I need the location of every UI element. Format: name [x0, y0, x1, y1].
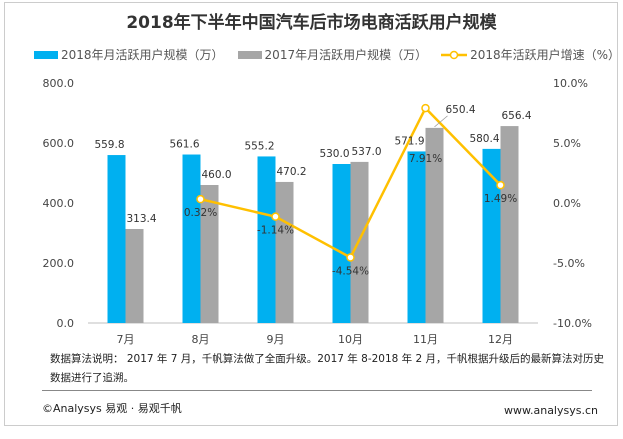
bar-data-label: 650.4 [446, 104, 476, 116]
y-tick-label: 800.0 [43, 77, 75, 90]
growth-data-label: 7.91% [409, 153, 442, 165]
bar-data-label: 580.4 [469, 133, 499, 145]
bar-2018 [482, 148, 501, 323]
legend: 2018年月活跃用户规模（万） 2017年月活跃用户规模（万） 2018年活跃用… [34, 46, 620, 63]
x-tick-label: 10月 [338, 333, 363, 345]
bar-2018 [332, 164, 351, 323]
growth-point [196, 194, 205, 204]
bar-2018 [407, 151, 426, 323]
bar-data-label: 656.4 [502, 110, 532, 122]
x-tick-label: 11月 [413, 333, 438, 345]
legend-item-2017: 2017年月活跃用户规模（万） [237, 46, 428, 63]
y-tick-label: 600.0 [43, 137, 75, 150]
y-tick-label: 0.0 [57, 317, 75, 330]
y2-tick-label: -5.0% [553, 257, 585, 270]
y-tick-label: 400.0 [43, 197, 75, 210]
legend-label: 2017年月活跃用户规模（万） [264, 48, 428, 62]
source-url: www.analysys.cn [504, 404, 598, 417]
x-tick-label: 9月 [267, 333, 285, 345]
x-tick-label: 8月 [192, 333, 210, 345]
legend-swatch [237, 50, 262, 59]
chart-frame [4, 2, 618, 426]
bar-data-label: 571.9 [394, 135, 424, 147]
divider [42, 390, 592, 391]
bar-2017 [125, 228, 144, 323]
chart-title: 2018年下半年中国汽车后市场电商活跃用户规模 [126, 13, 497, 33]
growth-data-label: -4.54% [332, 265, 369, 277]
growth-data-label: -1.14% [257, 225, 294, 237]
x-tick-label: 12月 [488, 333, 513, 345]
bar-data-label: 470.2 [277, 166, 307, 178]
y2-tick-label: 0.0% [553, 197, 581, 210]
bar-2017 [275, 181, 294, 323]
bar-data-label: 559.8 [94, 139, 124, 151]
bar-2017 [200, 185, 219, 323]
bar-data-label: 460.0 [202, 169, 232, 181]
growth-point [271, 212, 280, 221]
copyright: ©Analysys 易观 · 易观千帆 [42, 402, 182, 415]
bar-2018 [107, 155, 126, 323]
y2-tick-label: 10.0% [553, 77, 588, 90]
leader-line [434, 115, 448, 128]
legend-item-growth: 2018年活跃用户增速（%） [441, 46, 620, 63]
growth-point [346, 253, 355, 262]
bar-data-label: 537.0 [352, 146, 382, 158]
bar-data-label: 313.4 [127, 213, 157, 225]
growth-data-label: 0.32% [184, 207, 217, 219]
legend-line-marker-icon [441, 50, 468, 59]
footnote: 数据算法说明： 2017 年 7 月，千帆算法做了全面升级。2017 年 8-2… [50, 353, 605, 384]
y2-tick-label: -10.0% [553, 317, 592, 330]
plot-area: 0.0 200.0 400.0 600.0 800.0 -10.0% -5.0% 0.0% 5.… [43, 77, 592, 345]
y-tick-label: 200.0 [43, 257, 75, 270]
legend-label: 2018年活跃用户增速（%） [470, 48, 621, 62]
legend-item-2018: 2018年月活跃用户规模（万） [34, 46, 224, 63]
growth-point [496, 180, 505, 190]
legend-swatch [34, 50, 58, 59]
y2-tick-label: 5.0% [553, 137, 581, 150]
bar-2017 [350, 161, 369, 323]
bar-data-label: 555.2 [244, 140, 274, 152]
bar-2018 [182, 154, 201, 323]
bar-2017 [500, 126, 519, 323]
bar-2017 [425, 127, 444, 323]
growth-point [421, 103, 430, 113]
bar-2018 [257, 156, 276, 323]
x-tick-label: 7月 [117, 333, 135, 345]
growth-data-label: 1.49% [484, 193, 517, 205]
legend-label: 2018年月活跃用户规模（万） [61, 48, 224, 62]
bar-data-label: 561.6 [169, 139, 199, 151]
bar-data-label: 530.0 [319, 148, 349, 160]
